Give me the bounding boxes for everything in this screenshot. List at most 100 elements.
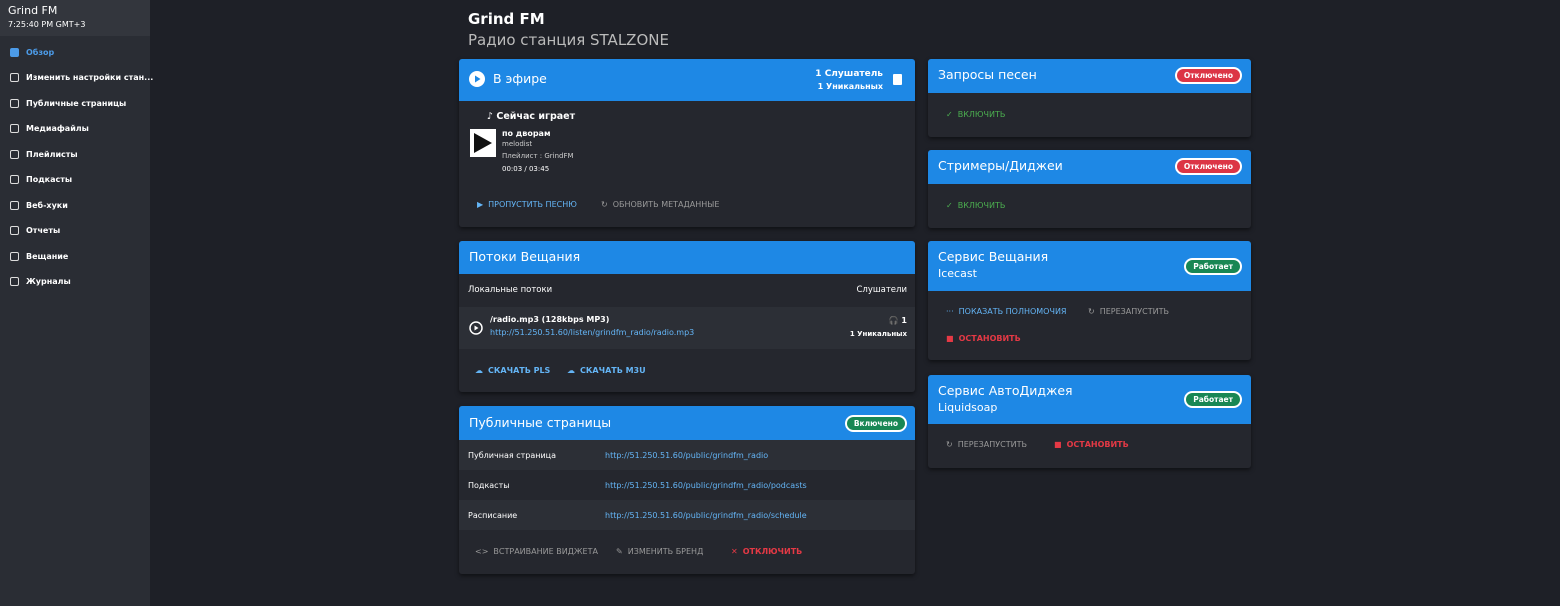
button-label: ПЕРЕЗАПУСТИТЬ	[957, 440, 1027, 449]
disable[interactable]: ✕ ОТКЛЮЧИТЬ	[731, 547, 803, 556]
menu-label: Плейлисты	[26, 150, 78, 159]
song-artist: melodist	[502, 140, 533, 148]
stop[interactable]: ■ ОСТАНОВИТЬ	[1054, 440, 1129, 449]
enable-button[interactable]: ✓ ВКЛЮЧИТЬ	[946, 201, 1006, 210]
stream-play[interactable]	[469, 321, 483, 335]
unique-listeners: 1 Уникальных	[817, 82, 883, 91]
page-title: Grind FM	[468, 10, 545, 28]
table-row: Подкасты http://51.250.51.60/public/grind…	[459, 470, 915, 500]
song-title: по дворам	[502, 129, 551, 138]
table-row: Расписание http://51.250.51.60/public/gri…	[459, 500, 915, 530]
menu-icon	[10, 150, 19, 159]
now-playing-text: Сейчас играет	[496, 111, 576, 122]
menu-item[interactable]: Вещание	[10, 252, 68, 261]
menu-icon	[10, 124, 19, 133]
panel-subtitle: Liquidsoap	[938, 401, 998, 414]
menu-label: Веб-хуки	[26, 201, 68, 210]
button-label: ВКЛЮЧИТЬ	[957, 201, 1006, 210]
menu-icon	[10, 99, 19, 108]
panel-title: Сервис АвтоДиджея	[938, 383, 1073, 398]
row-url[interactable]: http://51.250.51.60/public/grindfm_radio…	[605, 511, 807, 520]
menu-icon	[10, 48, 19, 57]
public-pages-panel: Публичные страницы Включено Публичная ст…	[459, 406, 915, 574]
refresh-button[interactable]: ↻ ОБНОВИТЬ МЕТАДАННЫЕ	[601, 200, 720, 209]
menu-label: Подкасты	[26, 175, 73, 184]
menu-item[interactable]: Медиафайлы	[10, 124, 89, 133]
stop[interactable]: ■ ОСТАНОВИТЬ	[946, 334, 1021, 343]
menu-icon	[10, 73, 19, 82]
play-icon[interactable]	[469, 71, 485, 87]
panel-title: Потоки Вещания	[469, 249, 581, 264]
button-label: ВСТРАИВАНИЕ ВИДЖЕТА	[493, 547, 598, 556]
broadcast-panel: Сервис Вещания Icecast Работает ··· ПОКА…	[928, 241, 1251, 360]
menu-item[interactable]: Обзор	[10, 48, 54, 57]
column-header: Слушатели	[856, 285, 907, 295]
menu-item[interactable]: Плейлисты	[10, 150, 78, 159]
edit-brand[interactable]: ✎ ИЗМЕНИТЬ БРЕНД	[616, 547, 704, 556]
album-art	[470, 129, 496, 157]
button-label: ОТКЛЮЧИТЬ	[742, 547, 803, 556]
listener-count: 1	[901, 316, 907, 325]
menu-icon	[10, 226, 19, 235]
station-name: Grind FM	[8, 4, 58, 17]
menu-icon	[10, 252, 19, 261]
stream-listeners: 🎧 1	[888, 316, 907, 325]
restart[interactable]: ↻ ПЕРЕЗАПУСТИТЬ	[946, 440, 1027, 449]
show-credentials[interactable]: ··· ПОКАЗАТЬ ПОЛНОМОЧИЯ	[946, 307, 1067, 316]
menu-label: Обзор	[26, 48, 55, 57]
menu-item[interactable]: Отчеты	[10, 226, 60, 235]
menu-item[interactable]: Журналы	[10, 277, 71, 286]
menu-icon	[10, 201, 19, 210]
now-playing-label: ♪ Сейчас играет	[487, 111, 576, 122]
panel-title: Сервис Вещания	[938, 249, 1049, 264]
skip-button[interactable]: ▶ ПРОПУСТИТЬ ПЕСНЮ	[477, 200, 577, 209]
table-row: Публичная страница http://51.250.51.60/pu…	[459, 440, 915, 470]
enable-button[interactable]: ✓ ВКЛЮЧИТЬ	[946, 110, 1006, 119]
embed-widget[interactable]: <> ВСТРАИВАНИЕ ВИДЖЕТА	[475, 547, 598, 556]
row-label: Подкасты	[468, 481, 510, 490]
on-air-panel: В эфире 1 Слушатель 1 Уникальных ♪ Сейча…	[459, 59, 915, 227]
station-time: 7:25:40 PM GMT+3	[8, 20, 86, 29]
status-badge: Отключено	[1174, 67, 1242, 84]
button-label: СКАЧАТЬ M3U	[580, 366, 646, 375]
menu-icon	[10, 277, 19, 286]
menu-label: Публичные страницы	[26, 99, 127, 108]
download-m3u[interactable]: ☁ СКАЧАТЬ M3U	[567, 366, 646, 375]
row-url[interactable]: http://51.250.51.60/public/grindfm_radio	[605, 451, 769, 460]
streams-panel: Потоки Вещания Локальные потоки Слушател…	[459, 241, 915, 392]
panel-title: Запросы песен	[938, 67, 1037, 82]
menu-item[interactable]: Изменить настройки стан...	[10, 73, 153, 82]
page-subtitle: Радио станция STALZONE	[468, 31, 669, 49]
stream-url[interactable]: http://51.250.51.60/listen/grindfm_radio…	[490, 328, 695, 337]
status-badge: Включено	[844, 415, 907, 432]
listeners: 1 Слушатель	[815, 69, 883, 79]
autodj-panel: Сервис АвтоДиджея Liquidsoap Работает ↻ …	[928, 375, 1251, 468]
panel-subtitle: Icecast	[938, 267, 977, 280]
playlist: Плейлист : GrindFM	[502, 152, 574, 160]
stream-name: /radio.mp3 (128kbps MP3)	[490, 315, 610, 324]
sidebar: Grind FM 7:25:40 PM GMT+3 Обзор Изменить …	[0, 0, 153, 606]
button-label: ОБНОВИТЬ МЕТАДАННЫЕ	[612, 200, 720, 209]
status-badge: Работает	[1184, 391, 1242, 408]
button-label: ВКЛЮЧИТЬ	[957, 110, 1006, 119]
menu-label: Медиафайлы	[26, 124, 89, 133]
stream-row	[459, 307, 915, 349]
download-pls[interactable]: ☁ СКАЧАТЬ PLS	[475, 366, 551, 375]
menu-item[interactable]: Публичные страницы	[10, 99, 126, 108]
status-badge: Отключено	[1174, 158, 1242, 175]
menu-label: Изменить настройки стан...	[26, 73, 154, 82]
button-label: ОСТАНОВИТЬ	[958, 334, 1021, 343]
status-badge: Работает	[1184, 258, 1242, 275]
menu-label: Журналы	[26, 277, 71, 286]
row-url[interactable]: http://51.250.51.60/public/grindfm_radio…	[605, 481, 807, 490]
row-label: Публичная страница	[468, 451, 557, 460]
panel-header	[459, 59, 915, 101]
log-icon[interactable]	[893, 74, 902, 85]
column-header: Локальные потоки	[468, 285, 553, 295]
panel-title: В эфире	[493, 71, 547, 86]
panel-header	[459, 241, 915, 274]
menu-item[interactable]: Подкасты	[10, 175, 72, 184]
restart[interactable]: ↻ ПЕРЕЗАПУСТИТЬ	[1088, 307, 1169, 316]
menu-item[interactable]: Веб-хуки	[10, 201, 68, 210]
